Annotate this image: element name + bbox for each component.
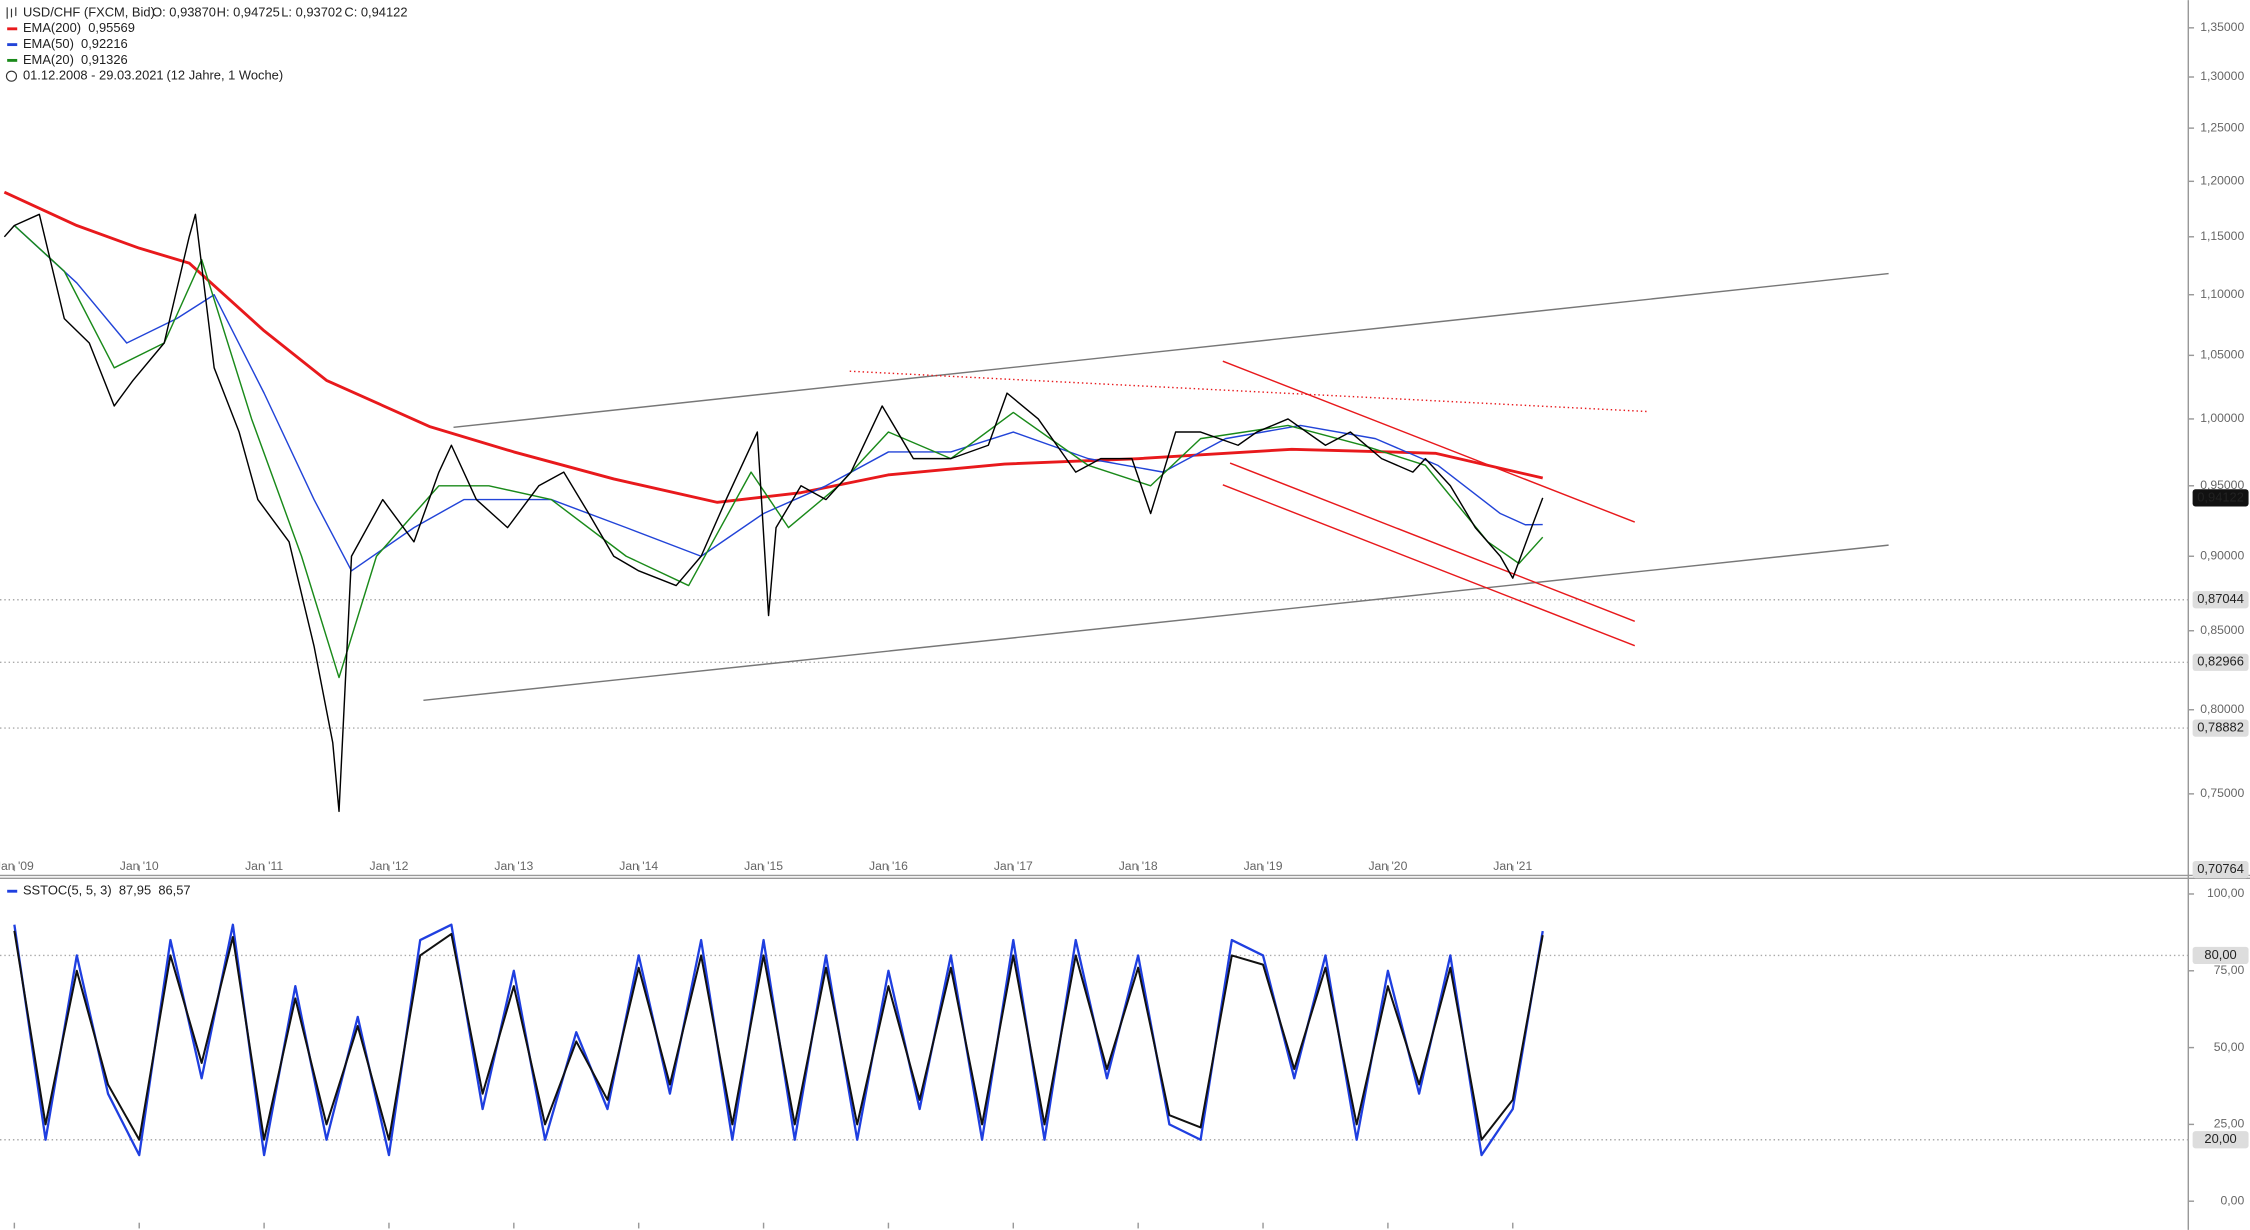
y-tick-label: 1,35000 bbox=[2200, 20, 2244, 34]
legend-label: EMA(200) bbox=[23, 20, 81, 35]
ohlc-close: C: 0,94122 bbox=[344, 4, 407, 19]
x-tick-label: Jan '09 bbox=[0, 859, 34, 873]
x-tick-label: Jan '19 bbox=[1244, 859, 1283, 873]
y-tick-label: 100,00 bbox=[2207, 886, 2244, 900]
y-tick-label: 1,15000 bbox=[2200, 229, 2244, 243]
y-tick-label: 1,25000 bbox=[2200, 120, 2244, 134]
y-tick-label: 25,00 bbox=[2214, 1117, 2245, 1131]
y-tick-label: 1,00000 bbox=[2200, 411, 2244, 425]
price-tag bbox=[2192, 489, 2249, 507]
x-tick-label: Jan '21 bbox=[1493, 859, 1532, 873]
legend-value: 0,95569 bbox=[88, 20, 135, 35]
price-tag bbox=[2192, 653, 2249, 671]
instrument-title: USD/CHF (FXCM, Bid) bbox=[23, 4, 155, 19]
price-tag-label: 20,00 bbox=[2204, 1131, 2236, 1146]
price-tag bbox=[2192, 861, 2249, 879]
price-tag-label: 0,78882 bbox=[2197, 719, 2244, 734]
trendline bbox=[423, 544, 1889, 702]
y-tick-label: 1,05000 bbox=[2200, 348, 2244, 362]
x-tick-label: Jan '20 bbox=[1368, 859, 1407, 873]
y-tick-label: 1,20000 bbox=[2200, 174, 2244, 188]
x-tick-label: Jan '11 bbox=[245, 859, 283, 873]
y-tick-label: 50,00 bbox=[2214, 1040, 2245, 1054]
price-tag-label: 0,87044 bbox=[2197, 591, 2244, 606]
x-tick-label: Jan '14 bbox=[619, 859, 658, 873]
price-tag bbox=[2192, 719, 2249, 737]
period: 01.12.2008 - 29.03.2021 bbox=[23, 68, 164, 83]
instrument-icon bbox=[6, 7, 17, 19]
trendline bbox=[1222, 484, 1636, 647]
clock-icon bbox=[5, 70, 18, 82]
price-tag-label: 0,70764 bbox=[2197, 861, 2244, 876]
x-tick-label: Jan '10 bbox=[120, 859, 159, 873]
legend-label: EMA(50) bbox=[23, 36, 74, 51]
trendline bbox=[453, 272, 1889, 429]
price-tag bbox=[2192, 946, 2249, 965]
x-tick-label: Jan '16 bbox=[869, 859, 908, 873]
y-tick-label: 0,80000 bbox=[2200, 702, 2244, 716]
y-tick-label: 75,00 bbox=[2214, 963, 2245, 977]
ohlc-open: O: 0,93870 bbox=[152, 4, 216, 19]
price-tag-label: 0,94122 bbox=[2197, 489, 2244, 504]
series-line bbox=[13, 930, 1544, 1141]
series-line bbox=[3, 190, 1544, 504]
price-tag bbox=[2192, 591, 2249, 609]
y-tick-label: 0,00 bbox=[2221, 1193, 2245, 1207]
x-tick-label: Jan '13 bbox=[494, 859, 533, 873]
price-tag-label: 80,00 bbox=[2204, 947, 2236, 962]
trendline bbox=[1222, 360, 1636, 523]
price-tag-label: 0,82966 bbox=[2197, 654, 2244, 669]
y-tick-label: 0,95000 bbox=[2200, 478, 2244, 492]
x-tick-label: Jan '12 bbox=[370, 859, 409, 873]
x-tick-label: Jan '17 bbox=[994, 859, 1033, 873]
series-line bbox=[13, 224, 1543, 572]
x-tick-label: Jan '15 bbox=[744, 859, 783, 873]
y-tick-label: 0,90000 bbox=[2200, 548, 2244, 562]
y-tick-label: 1,10000 bbox=[2200, 287, 2244, 301]
indicator-title: SSTOC(5, 5, 3) bbox=[23, 883, 112, 898]
legend-value: 87,95 bbox=[119, 883, 151, 898]
legend-value: 86,57 bbox=[158, 883, 190, 898]
x-tick-label: Jan '18 bbox=[1119, 859, 1158, 873]
price-tag bbox=[2192, 1131, 2249, 1149]
ohlc-high: H: 0,94725 bbox=[217, 4, 280, 19]
legend-label: EMA(20) bbox=[23, 52, 74, 67]
ohlc-low: L: 0,93702 bbox=[281, 4, 342, 19]
period-note: (12 Jahre, 1 Woche) bbox=[166, 68, 283, 83]
series-line bbox=[13, 224, 1544, 679]
trendline bbox=[1229, 462, 1636, 622]
y-tick-label: 0,85000 bbox=[2200, 623, 2244, 637]
legend-value: 0,92216 bbox=[81, 36, 128, 51]
y-tick-label: 0,75000 bbox=[2200, 786, 2244, 800]
y-tick-label: 1,30000 bbox=[2200, 69, 2244, 83]
price-line bbox=[3, 213, 1544, 813]
legend-value: 0,91326 bbox=[81, 52, 128, 67]
